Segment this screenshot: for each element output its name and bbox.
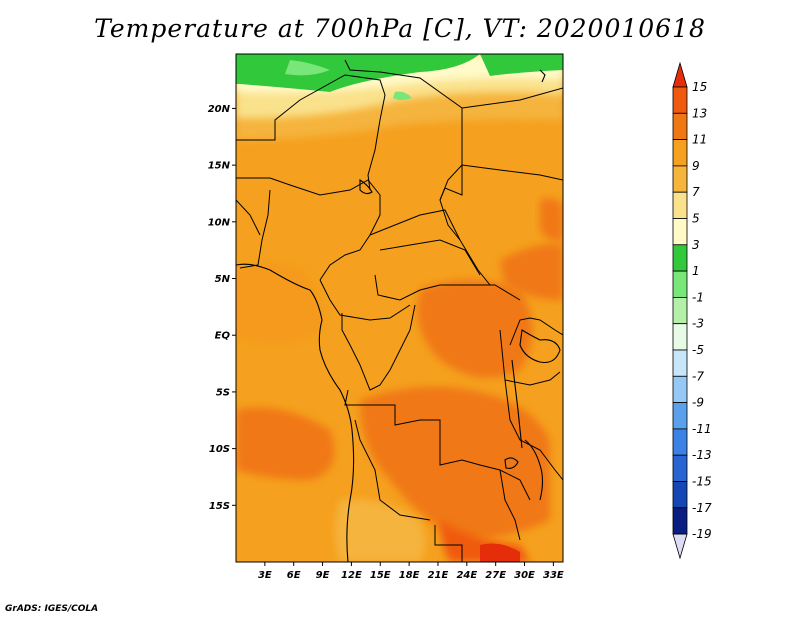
- lon-tick-label: 15E: [370, 570, 391, 581]
- lon-tick-label: 21E: [428, 570, 449, 581]
- colorbar-swatch: [672, 402, 688, 430]
- colorbar-label: -17: [692, 501, 712, 515]
- lon-tick-label: 30E: [514, 570, 535, 581]
- colorbar-swatch: [672, 428, 688, 456]
- lon-tick-label: 18E: [399, 570, 420, 581]
- colorbar-swatch: [672, 165, 688, 193]
- lon-tick-label: 9E: [316, 570, 330, 581]
- longitude-axis: 3E 6E 9E 12E 15E 18E 21E 24E 27E 30E 33E: [258, 562, 564, 581]
- grads-credit: GrADS: IGES/COLA: [5, 604, 99, 614]
- colorbar-label: 13: [692, 106, 707, 120]
- colorbar-label: -3: [692, 317, 704, 331]
- lon-tick-label: 6E: [287, 570, 301, 581]
- lon-tick-label: 12E: [341, 570, 362, 581]
- colorbar: 15 13 11 9 7 5 3 1 -1 -3 -5 -7 -9 -11 -13 -15 -17 -19: [672, 61, 712, 560]
- colorbar-swatch: [672, 296, 688, 325]
- colorbar-swatch: [672, 323, 688, 351]
- colorbar-swatch: [672, 139, 688, 167]
- colorbar-label: -5: [692, 343, 704, 357]
- map-title: Temperature at 700hPa [C], VT: 202001061…: [94, 14, 706, 43]
- colorbar-swatch: [672, 454, 688, 482]
- lat-tick-label: 10S: [209, 444, 230, 455]
- colorbar-label: 3: [692, 238, 700, 252]
- colorbar-label: 11: [692, 133, 707, 147]
- colorbar-label: 9: [692, 159, 700, 173]
- lat-tick-label: 5S: [216, 387, 230, 398]
- lat-tick-label: 15S: [209, 501, 230, 512]
- lon-tick-label: 27E: [485, 570, 506, 581]
- temperature-field: [236, 54, 563, 562]
- colorbar-label: 1: [692, 264, 700, 278]
- colorbar-swatch: [672, 86, 688, 114]
- lon-tick-label: 24E: [456, 570, 477, 581]
- colorbar-swatch: [672, 481, 688, 509]
- lat-tick-label: 10N: [208, 217, 231, 228]
- lon-tick-label: 33E: [543, 570, 564, 581]
- colorbar-swatch: [672, 218, 688, 246]
- colorbar-label: -1: [692, 290, 704, 304]
- lat-tick-label: 5N: [215, 274, 231, 285]
- colorbar-swatch: [672, 191, 688, 219]
- country-borders: [236, 59, 563, 562]
- coast-and-lakes: [236, 69, 561, 562]
- latitude-axis: 20N 15N 10N 5N EQ 5S 10S 15S: [208, 104, 236, 512]
- colorbar-bottom-arrow: [672, 533, 688, 560]
- lat-tick-label: 15N: [208, 161, 231, 172]
- colorbar-label: 15: [692, 80, 707, 94]
- colorbar-label: -11: [692, 422, 712, 436]
- colorbar-label: 5: [692, 212, 700, 226]
- colorbar-label: -13: [692, 448, 712, 462]
- colorbar-label: -7: [692, 369, 704, 383]
- lon-tick-label: 3E: [258, 570, 272, 581]
- colorbar-swatch: [672, 112, 688, 141]
- map-frame: [235, 53, 564, 563]
- colorbar-label: -15: [692, 475, 712, 489]
- colorbar-top-arrow: [672, 61, 688, 88]
- colorbar-label: -19: [692, 527, 712, 541]
- lat-tick-label: 20N: [208, 104, 231, 115]
- colorbar-swatch: [672, 270, 688, 298]
- colorbar-swatch: [672, 375, 688, 403]
- lat-tick-label: EQ: [215, 331, 231, 342]
- colorbar-label: -9: [692, 396, 704, 410]
- colorbar-label: 7: [692, 185, 700, 199]
- colorbar-swatch: [672, 507, 688, 535]
- colorbar-swatch: [672, 349, 688, 377]
- colorbar-swatch: [672, 244, 688, 272]
